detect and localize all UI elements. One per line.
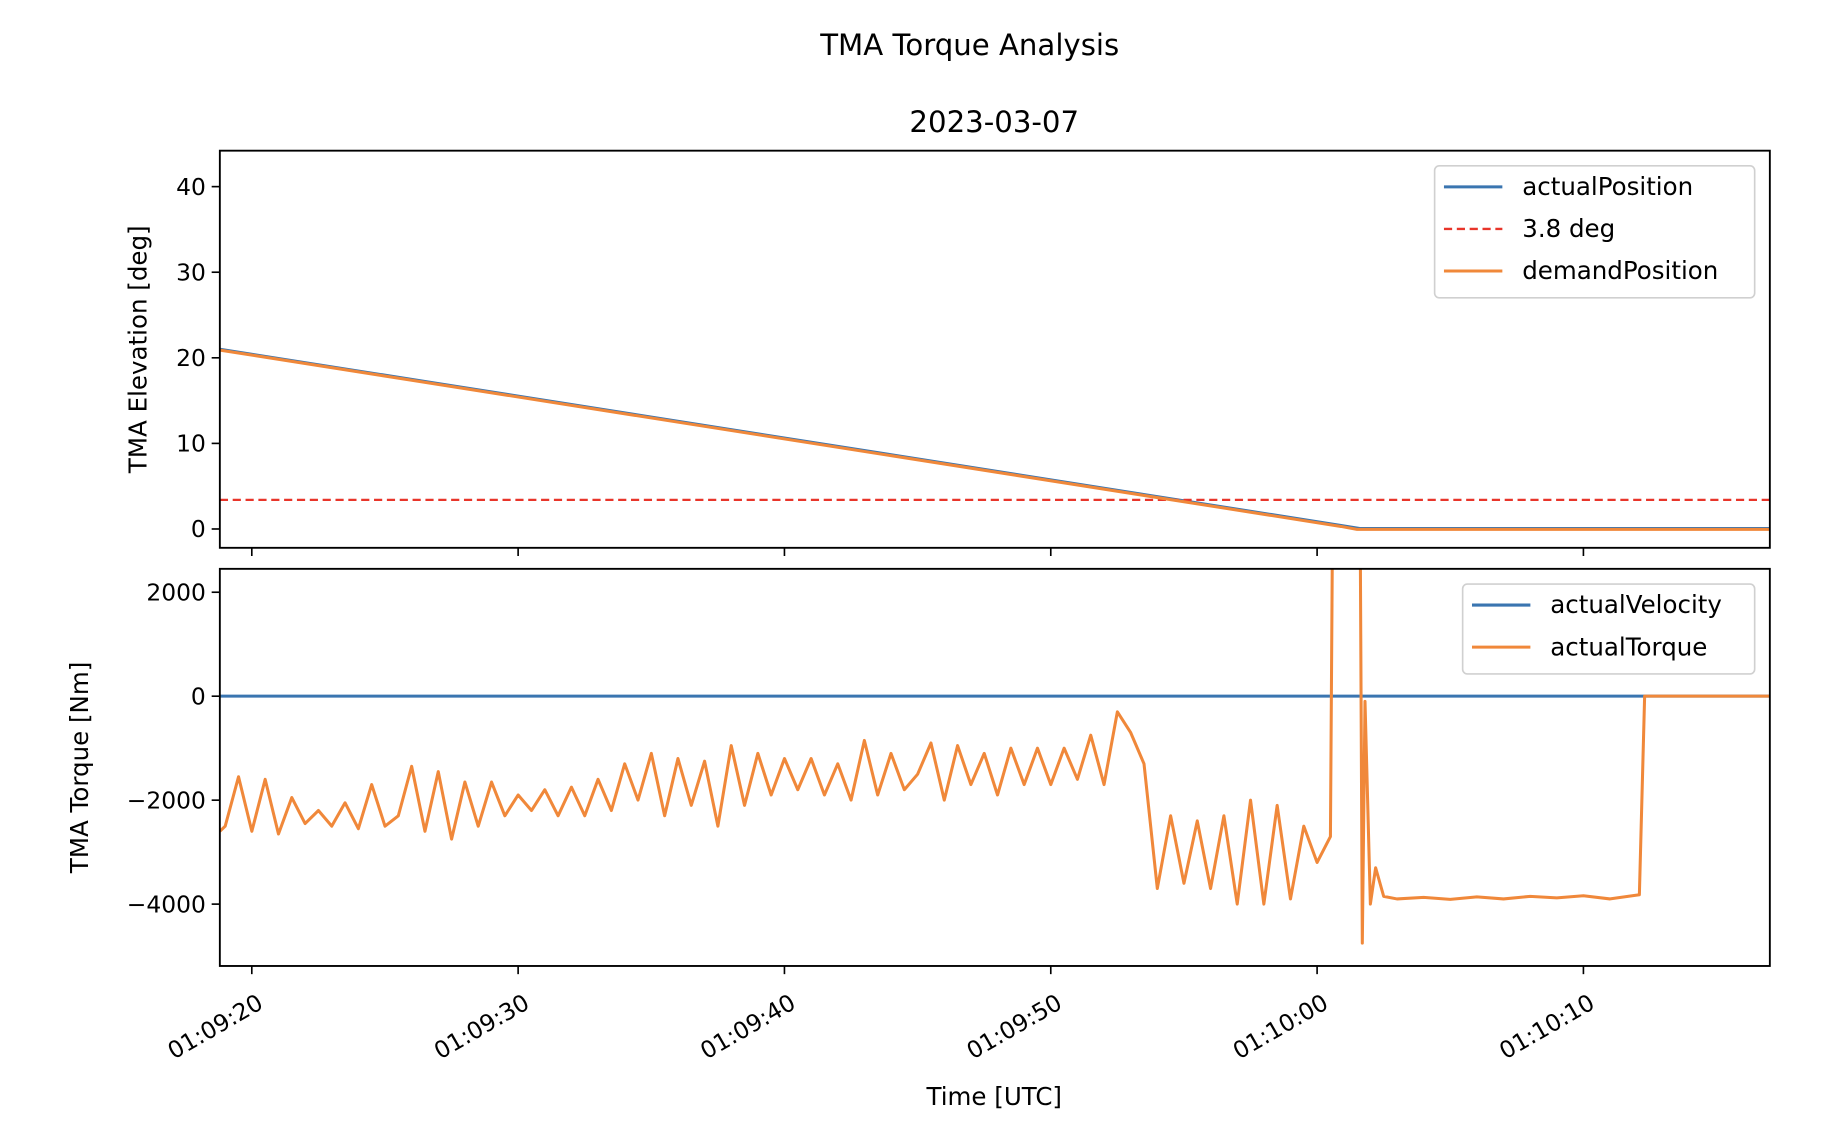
legend-label-actualtorque: actualTorque	[1550, 632, 1707, 661]
x-tick-label: 01:09:20	[163, 988, 268, 1065]
axes-frame	[218, 149, 1771, 549]
bottom-y-axis-label: TMA Torque [Nm]	[65, 662, 94, 874]
legend-label-demandposition: demandPosition	[1522, 256, 1718, 285]
axes-title: 2023-03-07	[909, 105, 1079, 139]
plot-area	[219, 568, 1770, 945]
x-tick-label: 01:10:10	[1494, 988, 1599, 1065]
legend-label-actualposition: actualPosition	[1522, 172, 1693, 201]
y-tick-label: −4000	[127, 890, 206, 918]
y-tick-label: 0	[191, 515, 206, 543]
plot-area	[219, 347, 1770, 531]
axes-frame	[218, 567, 1771, 967]
legend-label-3-8-deg: 3.8 deg	[1522, 214, 1615, 243]
legend	[1433, 165, 1756, 299]
y-tick-label: 40	[176, 173, 206, 201]
x-tick-label: 01:09:50	[962, 988, 1067, 1065]
y-tick-label: 2000	[146, 578, 205, 606]
x-axis-label: Time [UTC]	[925, 1082, 1062, 1111]
series-demandposition	[219, 348, 1770, 531]
legend	[1461, 583, 1756, 675]
top-y-axis-label: TMA Elevation [deg]	[123, 225, 152, 474]
series-actualposition	[219, 347, 1770, 531]
y-tick-label: 10	[176, 430, 206, 458]
elevation-axes: 0 10 20 30 40 actualPosition 3.8 deg demandPosi…	[176, 149, 1771, 556]
y-tick-label: −2000	[127, 786, 206, 814]
figure-suptitle: TMA Torque Analysis	[819, 28, 1119, 62]
y-tick-label: 30	[176, 258, 206, 286]
x-tick-label: 01:10:00	[1228, 988, 1333, 1065]
y-tick-label: 20	[176, 344, 206, 372]
y-tick-label: 0	[191, 682, 206, 710]
legend-label-actualvelocity: actualVelocity	[1550, 590, 1722, 619]
x-tick-label: 01:09:30	[429, 988, 534, 1065]
series-actualtorque	[219, 568, 1770, 945]
x-tick-label: 01:09:40	[695, 988, 800, 1065]
